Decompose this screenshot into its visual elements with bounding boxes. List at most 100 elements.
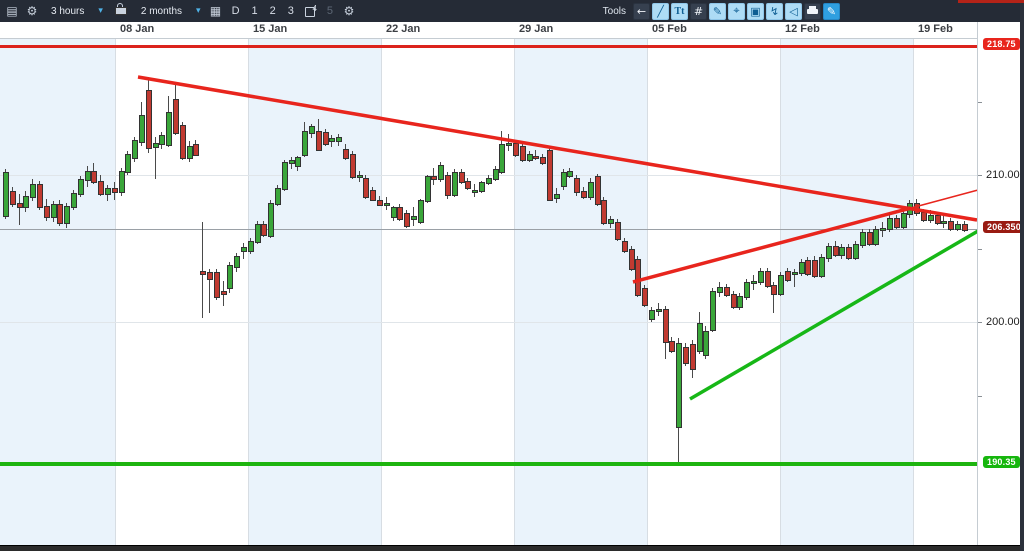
eraser-tool-button[interactable]: ◁ — [785, 2, 802, 20]
pen-settings-tool-button[interactable]: ✎ — [823, 2, 840, 20]
candle-body — [472, 189, 479, 194]
support-line[interactable] — [0, 461, 977, 466]
layout-button-2[interactable]: 2 — [269, 5, 276, 17]
axis-tick — [978, 101, 982, 103]
candle-body — [125, 154, 132, 173]
trendline-tool-icon: ╱ — [657, 4, 664, 18]
chart-top-border — [0, 38, 977, 39]
candle-body — [587, 182, 594, 198]
candle-body — [805, 260, 812, 276]
candle-wick — [209, 269, 210, 314]
chevron-down-icon: ▾ — [98, 6, 103, 16]
layout-button-daily[interactable]: D — [231, 5, 240, 17]
candle-body — [329, 138, 336, 142]
candle-body — [71, 192, 77, 208]
candle-body — [213, 272, 220, 298]
resistance-line[interactable] — [0, 45, 977, 49]
candle-body — [322, 132, 329, 145]
candle-body — [275, 188, 281, 205]
candle-body — [921, 211, 927, 222]
axis-price-label: 200.00 — [986, 316, 1020, 328]
candle-body — [173, 98, 179, 135]
candle-body — [914, 202, 921, 214]
candle-body — [764, 270, 771, 288]
page-icon — [304, 6, 315, 17]
candle-body — [574, 177, 581, 194]
window-edge-accent — [958, 0, 1024, 3]
candle-body — [145, 89, 152, 150]
grid-tool-button[interactable]: # — [690, 2, 707, 20]
eraser-tool-icon: ◁ — [789, 4, 798, 18]
marker-tool-icon: ⌖ — [733, 4, 740, 17]
week-gridline — [248, 22, 249, 545]
candle-body — [785, 270, 791, 282]
date-label: 12 Feb — [785, 23, 820, 35]
candle-body — [907, 202, 914, 216]
back-arrow-button[interactable]: ← — [633, 2, 650, 20]
candle-body — [254, 223, 261, 244]
toolbar-settings-button[interactable]: ⚙ — [340, 2, 358, 20]
candle-body — [111, 188, 118, 194]
price-gridline — [0, 322, 977, 323]
candle-body — [893, 217, 900, 229]
layers-tool-button[interactable]: ▣ — [747, 2, 764, 20]
calendar-icon: ▦ — [209, 4, 222, 18]
tools-group: Tools ← ╱ Tt # ✎ ⌖ ▣ ↯ ◁ ✎ — [602, 2, 1024, 20]
candle-body — [30, 183, 37, 198]
candle-body — [601, 199, 608, 225]
candle-body — [547, 150, 553, 201]
candle-body — [397, 207, 404, 220]
candle-body — [132, 139, 139, 160]
candle-body — [200, 270, 207, 276]
print-tool-button[interactable] — [804, 2, 821, 20]
candle-body — [696, 323, 703, 352]
layout-page-number: 4 — [312, 3, 317, 13]
candle-body — [370, 189, 377, 201]
calendar-button[interactable]: ▦ — [207, 2, 225, 20]
candle-body — [152, 142, 159, 148]
date-label: 19 Feb — [918, 23, 953, 35]
candle-body — [832, 245, 839, 257]
layout-button-5-disabled[interactable]: 5 — [326, 5, 334, 17]
period-dropdown[interactable]: 3 hours ▾ — [43, 2, 107, 20]
candles-layer — [0, 22, 977, 545]
tool-buttons: ← ╱ Tt # ✎ ⌖ ▣ ↯ ◁ ✎ — [633, 2, 840, 20]
candlestick-plot-area[interactable] — [0, 22, 977, 545]
candle-body — [479, 182, 485, 192]
tools-label: Tools — [602, 5, 626, 17]
layout-button-3[interactable]: 3 — [287, 5, 294, 17]
candle-body — [50, 204, 57, 219]
candle-body — [519, 145, 526, 161]
candle-body — [241, 247, 247, 252]
candle-body — [594, 176, 601, 205]
draw-tool-button[interactable]: ✎ — [709, 2, 726, 20]
candle-wick — [18, 194, 20, 225]
current-price-line[interactable] — [0, 228, 977, 230]
candle-body — [16, 202, 23, 208]
date-label: 15 Jan — [253, 23, 288, 35]
candle-body — [356, 175, 363, 179]
week-gridline — [115, 22, 116, 545]
candle-body — [669, 341, 676, 352]
candle-body — [227, 264, 234, 289]
candle-body — [540, 157, 547, 164]
candle-body — [411, 216, 417, 220]
pattern-tool-button[interactable]: ↯ — [766, 2, 783, 20]
candle-body — [431, 176, 438, 180]
chart-settings-button[interactable]: ⚙ — [23, 2, 41, 20]
week-band — [0, 22, 115, 545]
candle-body — [383, 202, 390, 206]
range-dropdown[interactable]: 2 months ▾ — [133, 2, 205, 20]
marker-tool-button[interactable]: ⌖ — [728, 2, 745, 20]
lock-icon[interactable] — [114, 3, 127, 15]
chart-list-button[interactable]: ▤ — [3, 2, 21, 20]
layout-button-1[interactable]: 1 — [251, 5, 258, 17]
trendline-tool-button[interactable]: ╱ — [652, 2, 669, 20]
text-tool-button[interactable]: Tt — [671, 2, 688, 20]
layout-page-button[interactable]: 4 — [304, 3, 317, 17]
axis-tick — [978, 395, 982, 397]
back-arrow-icon: ← — [636, 4, 647, 18]
candle-body — [234, 255, 241, 269]
candle-body — [927, 214, 934, 222]
